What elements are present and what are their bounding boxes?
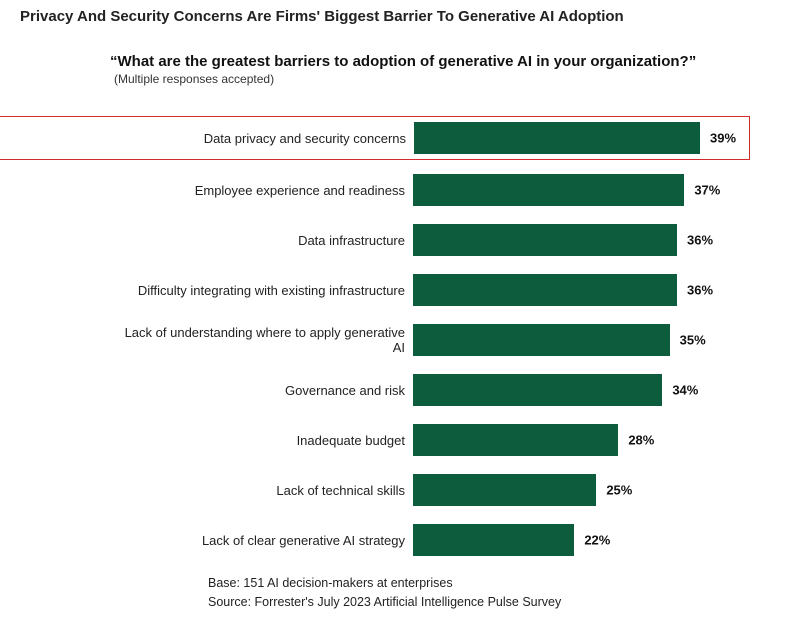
bar-label: Data infrastructure [110,233,413,248]
survey-subnote: (Multiple responses accepted) [114,72,791,86]
bar-value: 25% [596,483,632,498]
page: Privacy And Security Concerns Are Firms'… [0,0,811,612]
bar-label: Lack of technical skills [110,483,413,498]
bar-value: 35% [670,333,706,348]
bar-fill [413,224,677,256]
bar-fill [413,524,574,556]
bar-fill [413,474,596,506]
bar-label: Data privacy and security concerns [111,131,414,146]
chart-footer: Base: 151 AI decision-makers at enterpri… [110,574,791,612]
bar-fill [413,174,684,206]
bar-track: 39% [414,122,744,154]
bar-track: 37% [413,174,743,206]
bar-row: Lack of technical skills 25% [110,474,750,506]
bar-fill [414,122,700,154]
chart-area: “What are the greatest barriers to adopt… [20,53,791,612]
footer-source: Source: Forrester's July 2023 Artificial… [208,593,791,612]
bar-row: Data privacy and security concerns 39% [0,116,750,160]
bar-value: 39% [700,131,736,146]
bar-track: 35% [413,324,743,356]
bar-fill [413,424,618,456]
bar-label: Lack of understanding where to apply gen… [110,325,413,355]
bar-fill [413,374,662,406]
bar-value: 37% [684,183,720,198]
bar-row: Inadequate budget 28% [110,424,750,456]
bar-fill [413,324,670,356]
bar-row: Lack of clear generative AI strategy 22% [110,524,750,556]
bar-value: 36% [677,283,713,298]
survey-question: “What are the greatest barriers to adopt… [110,53,791,70]
bar-chart: Data privacy and security concerns 39% Emp… [110,116,750,556]
bar-track: 25% [413,474,743,506]
bar-label: Lack of clear generative AI strategy [110,533,413,548]
bar-row: Data infrastructure 36% [110,224,750,256]
page-title: Privacy And Security Concerns Are Firms'… [20,8,791,25]
bar-label: Governance and risk [110,383,413,398]
bar-value: 34% [662,383,698,398]
bar-track: 22% [413,524,743,556]
bar-track: 36% [413,274,743,306]
bar-row: Employee experience and readiness 37% [110,174,750,206]
bar-row: Difficulty integrating with existing inf… [110,274,750,306]
bar-row: Lack of understanding where to apply gen… [110,324,750,356]
bar-label: Employee experience and readiness [110,183,413,198]
bar-label: Difficulty integrating with existing inf… [110,283,413,298]
bar-track: 36% [413,224,743,256]
bar-track: 34% [413,374,743,406]
bar-value: 36% [677,233,713,248]
bar-track: 28% [413,424,743,456]
bar-value: 22% [574,533,610,548]
footer-base: Base: 151 AI decision-makers at enterpri… [208,574,791,593]
bar-label: Inadequate budget [110,433,413,448]
bar-value: 28% [618,433,654,448]
bar-fill [413,274,677,306]
bar-row: Governance and risk 34% [110,374,750,406]
